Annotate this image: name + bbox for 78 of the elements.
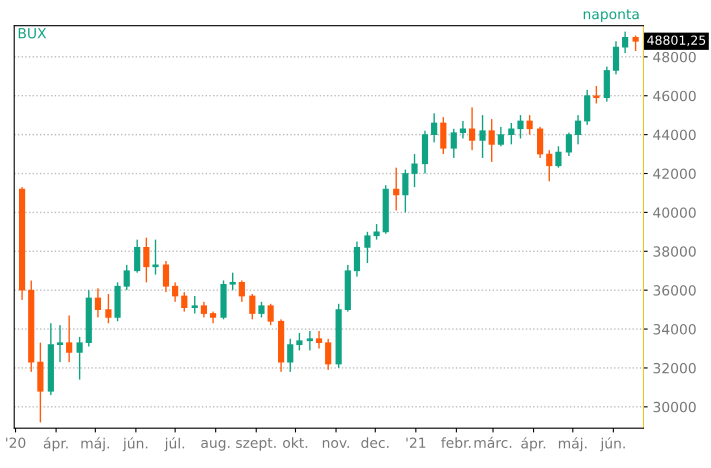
- candlestick: [593, 85, 600, 104]
- candlestick: [526, 114, 533, 136]
- candlestick: [555, 146, 562, 168]
- x-tick-label: márc.: [474, 436, 512, 448]
- x-tick-label: dec.: [361, 437, 388, 448]
- y-tick-label: 40000: [653, 207, 696, 218]
- x-tick-label: ápr.: [44, 437, 68, 452]
- candlestick: [162, 260, 170, 293]
- y-tick-label: 48000: [653, 52, 696, 62]
- candlestick: [402, 168, 408, 214]
- candlestick: [468, 106, 476, 151]
- candlestick: [354, 240, 360, 278]
- candlestick: [325, 338, 332, 371]
- candlestick: [210, 310, 216, 324]
- candlestick: [431, 112, 438, 144]
- candlestick: [316, 330, 322, 350]
- candlestick: [66, 314, 72, 363]
- candlestick: [94, 288, 102, 318]
- x-tick-label: jún.: [600, 437, 625, 452]
- y-tick-label: 38000: [654, 246, 696, 257]
- x-tick-label: máj.: [558, 437, 586, 452]
- y-tick-label: 42000: [653, 168, 696, 179]
- candlestick: [238, 280, 245, 303]
- x-tick-label: nov.: [322, 440, 349, 448]
- candlestick: [287, 338, 294, 373]
- candlestick: [105, 293, 112, 324]
- candlestick: [249, 293, 256, 320]
- candlestick: [508, 122, 514, 146]
- candlestick: [172, 282, 178, 303]
- y-tick-label: 34000: [654, 324, 696, 335]
- x-tick-label: ápr.: [521, 437, 546, 452]
- chart-title: BUX: [18, 28, 46, 39]
- candlestick: [181, 291, 188, 312]
- y-tick-label: 30000: [654, 402, 696, 412]
- candlestick: [306, 330, 313, 352]
- candlestick: [152, 238, 159, 276]
- text: naponta: [584, 9, 639, 22]
- candlestick: [134, 238, 140, 274]
- candlestick: [479, 114, 486, 159]
- candlestick: [143, 236, 150, 284]
- x-tick-label: szept.: [236, 438, 276, 451]
- candlestick: [622, 30, 628, 54]
- candlestick: [393, 166, 400, 212]
- x-tick-label: júl.: [164, 437, 184, 452]
- x-tick-label: febr.: [441, 437, 470, 448]
- x-tick-label: jún.: [122, 437, 148, 452]
- candlestick: [574, 114, 582, 146]
- y-tick-label: 36000: [654, 285, 696, 296]
- y-tick-label: 32000: [654, 362, 696, 374]
- candlestick: [258, 301, 265, 318]
- y-tick-label: 44000: [653, 130, 696, 140]
- candlestick: [76, 336, 83, 380]
- candlestick: [566, 132, 572, 157]
- candlestick: [450, 128, 457, 159]
- candlestick: [373, 223, 380, 240]
- y-tick-label: 46000: [653, 90, 696, 102]
- candlestick: [230, 272, 236, 291]
- candlestick: [546, 149, 552, 182]
- candlestick: [498, 126, 504, 147]
- x-tick-label: máj.: [81, 437, 109, 452]
- x-tick-label: '21: [406, 437, 426, 448]
- x-tick-label: aug.: [201, 440, 230, 451]
- candlestick: [364, 231, 371, 264]
- candlestick: [192, 295, 198, 314]
- candlestick: [460, 120, 466, 140]
- candlestick: [200, 301, 208, 318]
- annotation: 48801,25: [647, 35, 706, 46]
- candlestick: [56, 324, 64, 363]
- candlestick: [517, 114, 524, 140]
- x-tick-label: '20: [6, 437, 26, 448]
- candlestick: [411, 153, 418, 188]
- candlestick: [488, 118, 495, 163]
- candlestick: [612, 40, 620, 76]
- x-tick-label: okt.: [283, 437, 308, 448]
- candlestick: [296, 332, 302, 352]
- candlestick: [268, 303, 274, 326]
- candlestick: [124, 264, 130, 291]
- candlestick: [632, 34, 639, 52]
